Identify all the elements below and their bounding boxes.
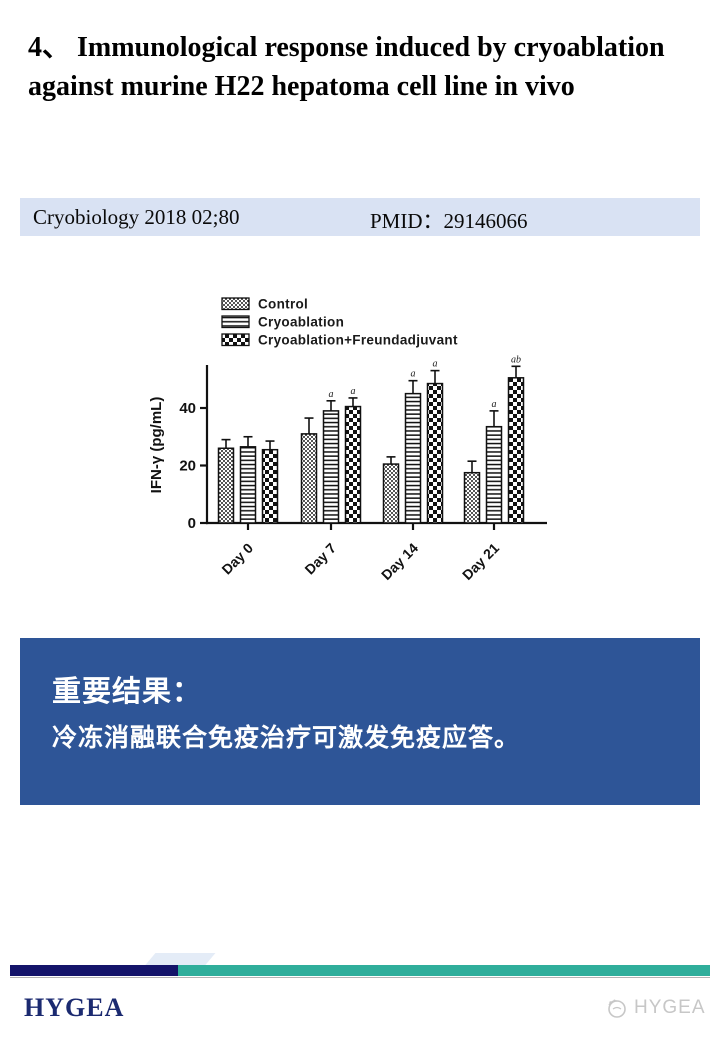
bar-cryoablation-day1 (322, 410, 340, 524)
bar-cryoablation-day0 (239, 446, 257, 524)
bar-control-day0 (217, 447, 235, 524)
x-category-label: Day 14 (378, 540, 421, 582)
result-heading: 重要结果： (52, 676, 203, 708)
ifn-gamma-bar-chart: 0 20 40 IFN-γ (pg/mL) Day 0 Day 7 Day 14 Day 21… (148, 297, 547, 583)
bar-cryoablation-freundadjuvant-day3 (507, 377, 525, 524)
bar-control-day2 (382, 463, 400, 524)
figure-area: 0 20 40 IFN-γ (pg/mL) Day 0 Day 7 Day 14 Day 21… (145, 282, 565, 583)
watermark-text: HYGEA (634, 997, 706, 1018)
legend-label: Control (258, 297, 308, 312)
legend-swatch-dots (221, 297, 250, 311)
bar-control-day3 (463, 471, 481, 524)
legend-swatch-hlines (221, 315, 250, 329)
citation-pmid: PMID：29146066 (370, 209, 528, 233)
legend-label: Cryoablation+Freundadjuvant (258, 333, 458, 348)
x-category-label: Day 7 (301, 540, 339, 578)
y-axis-title: IFN-γ (pg/mL) (148, 397, 165, 494)
bar-annotation: a (492, 399, 497, 410)
x-category-label: Day 0 (218, 540, 256, 578)
y-tick-label: 40 (179, 400, 196, 417)
y-tick-label: 20 (179, 458, 196, 475)
footer-divider (10, 977, 710, 978)
watermark: HYGEA (604, 996, 706, 1020)
bar-annotation: a (351, 386, 356, 397)
brand-logo-text: HYGEA (24, 993, 125, 1022)
footer-bar-teal (178, 965, 710, 976)
y-tick-label: 0 (188, 515, 196, 532)
page-title: 4、 Immunological response induced by cry… (28, 32, 665, 102)
citation-journal: Cryobiology 2018 02;80 (33, 205, 240, 229)
footer-bar-navy (10, 965, 178, 976)
bar-cryoablation-freundadjuvant-day0 (261, 448, 279, 524)
bar-cryoablation-freundadjuvant-day1 (344, 405, 362, 524)
bar-annotation: a (329, 389, 334, 400)
bar-cryoablation-day3 (485, 425, 503, 524)
bar-annotation: a (433, 359, 438, 370)
legend-swatch-checker (221, 333, 250, 347)
bar-cryoablation-day2 (404, 392, 422, 524)
bar-control-day1 (300, 433, 318, 524)
result-box: 重要结果： 冷冻消融联合免疫治疗可激发免疫应答。 (20, 638, 700, 805)
citation-bar: Cryobiology 2018 02;80 PMID：29146066 (20, 198, 700, 236)
x-category-label: Day 21 (459, 540, 502, 582)
bar-annotation: a (411, 369, 416, 380)
result-body: 冷冻消融联合免疫治疗可激发免疫应答。 (52, 724, 521, 752)
legend-label: Cryoablation (258, 315, 344, 330)
bar-cryoablation-freundadjuvant-day2 (426, 382, 444, 524)
hygea-logo-icon (608, 999, 626, 1018)
bar-annotation: ab (511, 354, 521, 365)
